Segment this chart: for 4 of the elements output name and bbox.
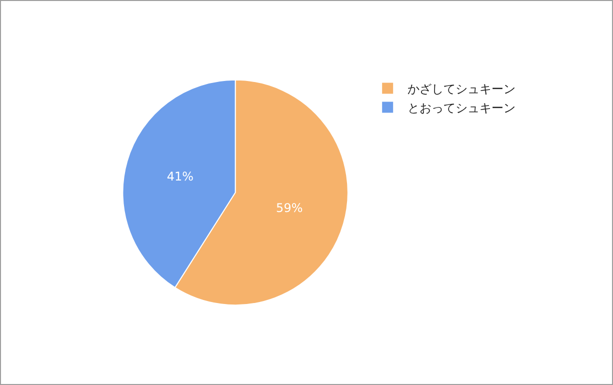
legend-label: とおってシュキーン [408, 100, 516, 115]
data-label: 59% [276, 201, 303, 216]
legend-label: かざしてシュキーン [408, 82, 516, 96]
data-label: 41% [166, 169, 194, 184]
